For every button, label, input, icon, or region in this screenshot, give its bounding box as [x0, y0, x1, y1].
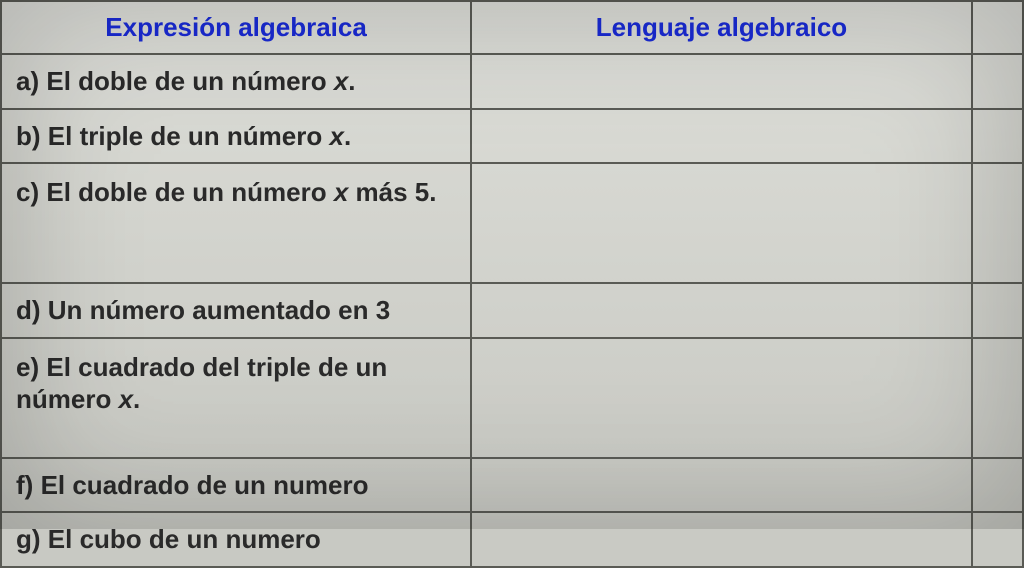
row-letter: c) [16, 177, 39, 207]
cell-stub [972, 338, 1023, 458]
row-var: x [334, 177, 348, 207]
table-row: b) El triple de un número x. [1, 109, 1023, 164]
row-suffix: más 5. [348, 177, 436, 207]
cell-e-label: e) El cuadrado del triple de un número x… [1, 338, 471, 458]
worksheet-sheet: Expresión algebraica Lenguaje algebraico… [0, 0, 1024, 529]
cell-c-label: c) El doble de un número x más 5. [1, 163, 471, 283]
row-text: El cuadrado de un numero [41, 470, 369, 500]
cell-a-answer [471, 54, 972, 109]
row-text: El doble de un número [46, 177, 333, 207]
table-row: a) El doble de un número x. [1, 54, 1023, 109]
row-text: El triple de un número [48, 121, 330, 151]
row-letter: d) [16, 295, 41, 325]
row-letter: a) [16, 66, 39, 96]
cell-g-answer [471, 512, 972, 567]
row-suffix: . [348, 66, 355, 96]
header-expresion: Expresión algebraica [1, 1, 471, 54]
cell-g-label: g) El cubo de un numero [1, 512, 471, 567]
cell-stub [972, 163, 1023, 283]
row-var: x [329, 121, 343, 151]
table-row: f) El cuadrado de un numero [1, 458, 1023, 513]
row-text: Un número aumentado en 3 [48, 295, 390, 325]
cell-stub [972, 54, 1023, 109]
table-row: d) Un número aumentado en 3 [1, 283, 1023, 338]
cell-f-label: f) El cuadrado de un numero [1, 458, 471, 513]
cell-e-answer [471, 338, 972, 458]
header-stub [972, 1, 1023, 54]
row-suffix: . [133, 384, 140, 414]
table-row: e) El cuadrado del triple de un número x… [1, 338, 1023, 458]
cell-a-label: a) El doble de un número x. [1, 54, 471, 109]
algebra-table: Expresión algebraica Lenguaje algebraico… [0, 0, 1024, 568]
row-letter: f) [16, 470, 33, 500]
row-letter: e) [16, 352, 39, 382]
row-var: x [334, 66, 348, 96]
row-text: El doble de un número [46, 66, 333, 96]
cell-b-answer [471, 109, 972, 164]
cell-stub [972, 512, 1023, 567]
cell-d-answer [471, 283, 972, 338]
cell-c-answer [471, 163, 972, 283]
row-suffix: . [344, 121, 351, 151]
header-lenguaje: Lenguaje algebraico [471, 1, 972, 54]
cell-stub [972, 283, 1023, 338]
cell-d-label: d) Un número aumentado en 3 [1, 283, 471, 338]
table-header-row: Expresión algebraica Lenguaje algebraico [1, 1, 1023, 54]
cell-stub [972, 458, 1023, 513]
row-var: x [119, 384, 133, 414]
row-letter: b) [16, 121, 41, 151]
table-row: c) El doble de un número x más 5. [1, 163, 1023, 283]
row-text: El cuadrado del triple de un número [16, 352, 387, 415]
table-row: g) El cubo de un numero [1, 512, 1023, 567]
cell-stub [972, 109, 1023, 164]
cell-f-answer [471, 458, 972, 513]
cell-b-label: b) El triple de un número x. [1, 109, 471, 164]
